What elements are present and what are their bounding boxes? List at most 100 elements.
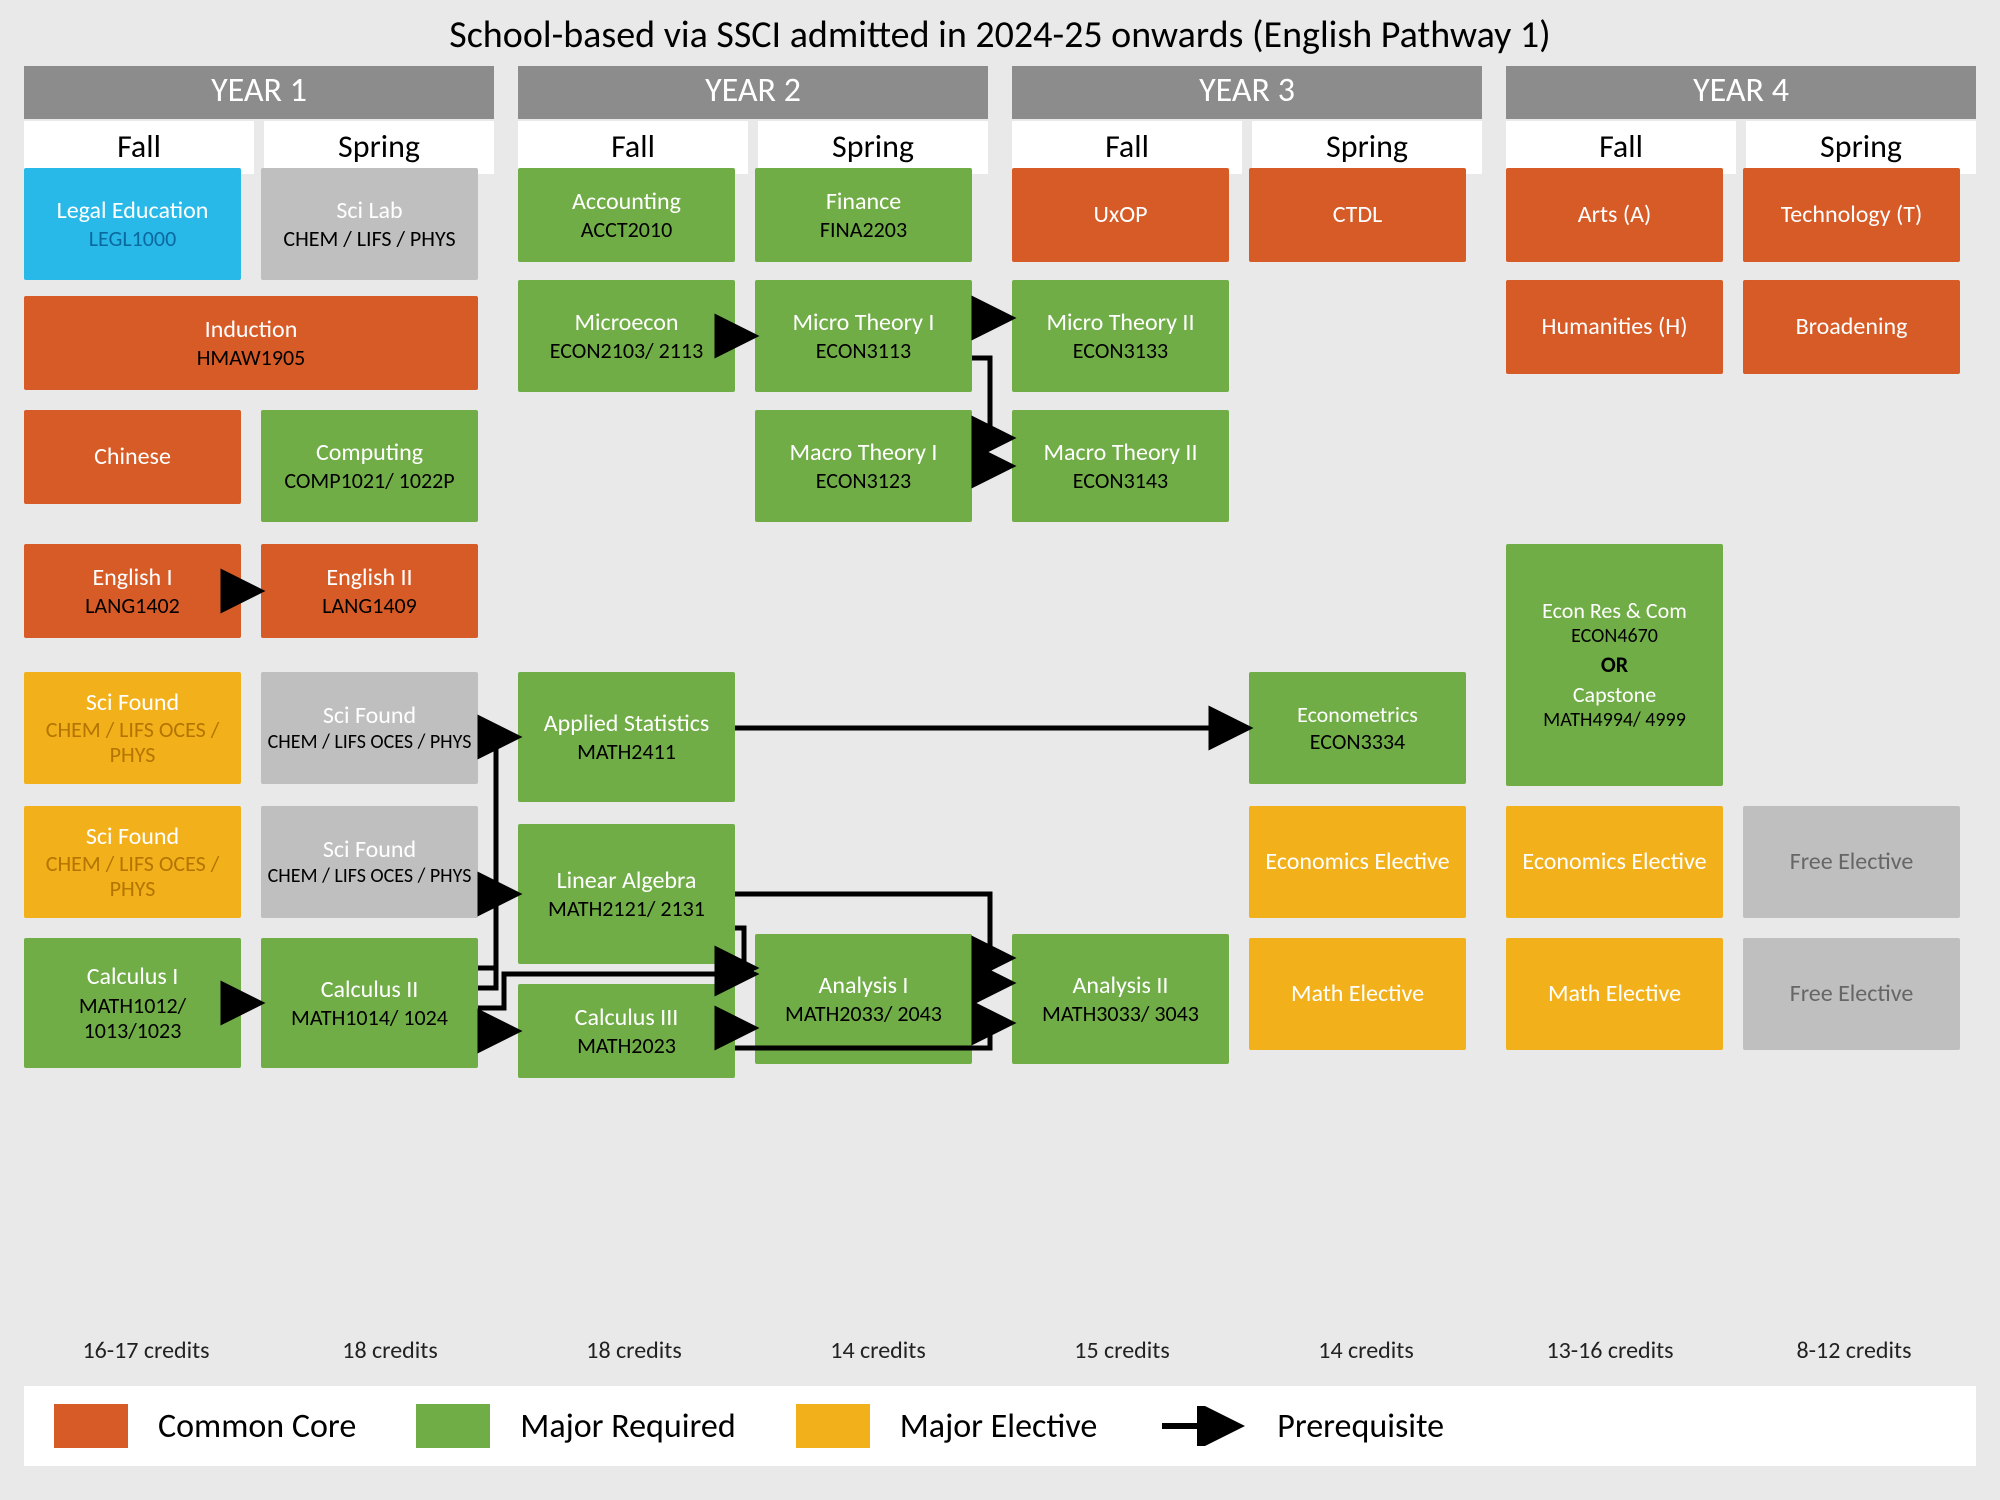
course-title: CTDL xyxy=(1255,201,1460,229)
course-scifound-g2: Sci Found CHEM / LIFS OCES / PHYS xyxy=(261,806,478,918)
course-code: LANG1402 xyxy=(30,593,235,618)
course-title: Finance xyxy=(761,188,966,216)
course-title: Accounting xyxy=(524,188,729,216)
course-title: Economics Elective xyxy=(1512,848,1717,876)
course-code: COMP1021/ 1022P xyxy=(267,468,472,493)
course-analysis2: Analysis II MATH3033/ 3043 xyxy=(1012,934,1229,1064)
course-title: Linear Algebra xyxy=(524,867,729,895)
course-title: English I xyxy=(30,564,235,592)
course-computing: Computing COMP1021/ 1022P xyxy=(261,410,478,522)
course-calc3: Calculus III MATH2023 xyxy=(518,984,735,1078)
credits-y2f: 18 credits xyxy=(512,1336,756,1365)
course-code: CHEM / LIFS OCES / PHYS xyxy=(267,865,472,888)
course-microecon: Microecon ECON2103/ 2113 xyxy=(518,280,735,392)
course-title: Sci Found xyxy=(30,823,235,851)
course-micro1: Micro Theory I ECON3113 xyxy=(755,280,972,392)
credits-y3f: 15 credits xyxy=(1000,1336,1244,1365)
legend-arrow-icon xyxy=(1157,1406,1247,1446)
course-code: CHEM / LIFS OCES / PHYS xyxy=(30,851,235,902)
course-code: MATH2033/ 2043 xyxy=(761,1001,966,1026)
course-code: LEGL1000 xyxy=(30,226,235,251)
course-applied-stats: Applied Statistics MATH2411 xyxy=(518,672,735,802)
course-broadening: Broadening xyxy=(1743,280,1960,374)
course-code: LANG1409 xyxy=(267,593,472,618)
course-title: Math Elective xyxy=(1512,980,1717,1008)
course-scifound-g1: Sci Found CHEM / LIFS OCES / PHYS xyxy=(261,672,478,784)
course-scifound-y2: Sci Found CHEM / LIFS OCES / PHYS xyxy=(24,806,241,918)
credits-y4f: 13-16 credits xyxy=(1488,1336,1732,1365)
course-code: FINA2203 xyxy=(761,217,966,242)
legend-label-major-elective: Major Elective xyxy=(900,1406,1098,1447)
course-title: Induction xyxy=(30,316,472,344)
y4-spring: Spring xyxy=(1746,121,1976,174)
page-title: School-based via SSCI admitted in 2024-2… xyxy=(0,0,2000,66)
course-code: ECON3133 xyxy=(1018,338,1223,363)
course-tech: Technology (T) xyxy=(1743,168,1960,262)
legend-label-common-core: Common Core xyxy=(158,1406,356,1447)
course-title: Macro Theory I xyxy=(761,439,966,467)
y1-fall: Fall xyxy=(24,121,254,174)
y2-fall: Fall xyxy=(518,121,748,174)
course-calc1: Calculus I MATH1012/ 1013/1023 xyxy=(24,938,241,1068)
credits-y3s: 14 credits xyxy=(1244,1336,1488,1365)
course-title: Econ Res & Com xyxy=(1512,598,1717,623)
y3-spring: Spring xyxy=(1252,121,1482,174)
credits-y1f: 16-17 credits xyxy=(24,1336,268,1365)
course-title: Analysis I xyxy=(761,972,966,1000)
course-title: Calculus I xyxy=(30,963,235,991)
course-macro1: Macro Theory I ECON3123 xyxy=(755,410,972,522)
legend-label-major-required: Major Required xyxy=(520,1406,735,1447)
year-4-header: YEAR 4 xyxy=(1506,66,1976,119)
course-title: Broadening xyxy=(1749,313,1954,341)
course-title: Sci Found xyxy=(267,702,472,730)
course-mathelec-y3s: Math Elective xyxy=(1249,938,1466,1050)
course-chinese: Chinese xyxy=(24,410,241,504)
course-code: CHEM / LIFS / PHYS xyxy=(267,226,472,251)
legend-swatch-common-core xyxy=(54,1404,128,1448)
y3-fall: Fall xyxy=(1012,121,1242,174)
course-freeelec-2: Free Elective xyxy=(1743,938,1960,1050)
course-title: Sci Found xyxy=(267,836,472,864)
course-econres-capstone: Econ Res & Com ECON4670 OR Capstone MATH… xyxy=(1506,544,1723,786)
course-code: ECON3123 xyxy=(761,468,966,493)
course-ctdl: CTDL xyxy=(1249,168,1466,262)
course-code: ECON4670 xyxy=(1512,625,1717,648)
course-title: Analysis II xyxy=(1018,972,1223,1000)
course-title: Microecon xyxy=(524,309,729,337)
legend-swatch-major-required xyxy=(416,1404,490,1448)
course-canvas: Legal Education LEGL1000 Sci Lab CHEM / … xyxy=(24,168,1976,1338)
legend-swatch-major-elective xyxy=(796,1404,870,1448)
course-micro2: Micro Theory II ECON3133 xyxy=(1012,280,1229,392)
course-code: MATH3033/ 3043 xyxy=(1018,1001,1223,1026)
course-title: Micro Theory II xyxy=(1018,309,1223,337)
course-freeelec-1: Free Elective xyxy=(1743,806,1960,918)
course-english1: English I LANG1402 xyxy=(24,544,241,638)
course-code: MATH2121/ 2131 xyxy=(524,896,729,921)
y4-fall: Fall xyxy=(1506,121,1736,174)
course-uxop: UxOP xyxy=(1012,168,1229,262)
y2-spring: Spring xyxy=(758,121,988,174)
course-code: CHEM / LIFS OCES / PHYS xyxy=(267,731,472,754)
course-scifound-y1: Sci Found CHEM / LIFS OCES / PHYS xyxy=(24,672,241,784)
course-code: ECON3334 xyxy=(1255,729,1460,754)
course-econelec-y3s: Economics Elective xyxy=(1249,806,1466,918)
course-code: HMAW1905 xyxy=(30,345,472,370)
course-title: Econometrics xyxy=(1255,702,1460,727)
course-induction: Induction HMAW1905 xyxy=(24,296,478,390)
course-macro2: Macro Theory II ECON3143 xyxy=(1012,410,1229,522)
course-title: Chinese xyxy=(30,443,235,471)
course-title: Applied Statistics xyxy=(524,710,729,738)
course-scilab: Sci Lab CHEM / LIFS / PHYS xyxy=(261,168,478,280)
y1-spring: Spring xyxy=(264,121,494,174)
course-code: MATH2411 xyxy=(524,739,729,764)
year-3-header: YEAR 3 xyxy=(1012,66,1482,119)
course-code: MATH1014/ 1024 xyxy=(267,1005,472,1030)
course-arts: Arts (A) xyxy=(1506,168,1723,262)
course-code: ECON3143 xyxy=(1018,468,1223,493)
course-mathelec-y4f: Math Elective xyxy=(1506,938,1723,1050)
course-title: Economics Elective xyxy=(1255,848,1460,876)
year-1-header: YEAR 1 xyxy=(24,66,494,119)
credits-row: 16-17 credits 18 credits 18 credits 14 c… xyxy=(24,1336,1976,1365)
course-title: Math Elective xyxy=(1255,980,1460,1008)
legend-label-prerequisite: Prerequisite xyxy=(1277,1406,1444,1447)
